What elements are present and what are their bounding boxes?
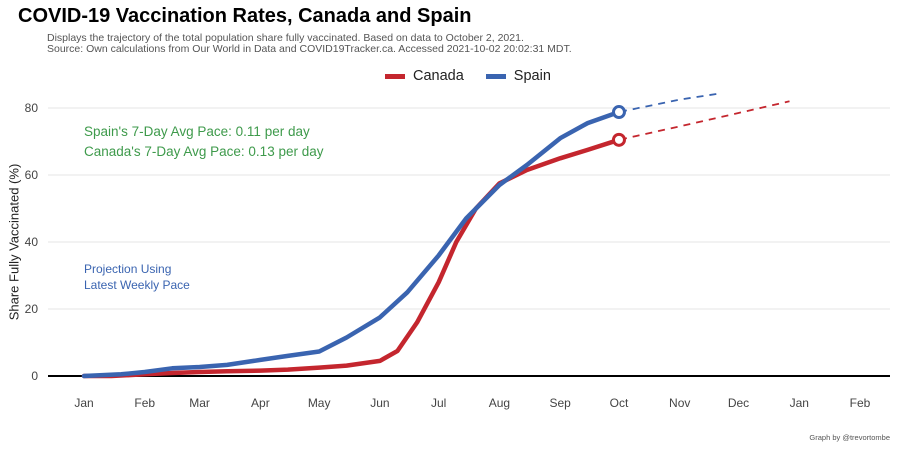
y-tick-label-80: 80 bbox=[25, 101, 39, 115]
legend-item-spain: Spain bbox=[485, 68, 551, 84]
x-tick-label-13: Feb bbox=[850, 396, 871, 410]
x-tick-label-3: Apr bbox=[251, 396, 270, 410]
y-tick-label-40: 40 bbox=[25, 235, 39, 249]
chart-subtitle: Displays the trajectory of the total pop… bbox=[47, 33, 572, 55]
x-tick-label-5: Jun bbox=[370, 396, 389, 410]
x-tick-label-4: May bbox=[308, 396, 331, 410]
y-tick-label-20: 20 bbox=[25, 302, 39, 316]
x-tick-label-1: Feb bbox=[134, 396, 155, 410]
x-tick-label-10: Nov bbox=[669, 396, 690, 410]
x-tick-label-6: Jul bbox=[431, 396, 446, 410]
chart-title: COVID-19 Vaccination Rates, Canada and S… bbox=[18, 5, 472, 27]
subtitle-line-1: Displays the trajectory of the total pop… bbox=[47, 32, 524, 44]
spain-pace-annotation: Spain's 7-Day Avg Pace: 0.11 per day bbox=[84, 124, 310, 139]
legend-swatch-canada bbox=[385, 73, 405, 79]
legend-label-canada: Canada bbox=[413, 68, 464, 84]
x-tick-label-8: Sep bbox=[550, 396, 572, 410]
endpoint-marker-spain bbox=[611, 105, 626, 120]
credit-text: Graph by @trevortombe bbox=[809, 433, 890, 442]
projection-annotation-line-1: Projection Using bbox=[84, 262, 172, 276]
projection-line-canada bbox=[618, 100, 790, 141]
subtitle-line-2: Source: Own calculations from Our World … bbox=[47, 43, 572, 55]
y-tick-label-0: 0 bbox=[31, 369, 38, 383]
x-tick-label-2: Mar bbox=[189, 396, 210, 410]
x-tick-label-9: Oct bbox=[610, 396, 629, 410]
legend-label-spain: Spain bbox=[513, 68, 551, 84]
canada-pace-annotation: Canada's 7-Day Avg Pace: 0.13 per day bbox=[84, 144, 324, 159]
x-tick-label-7: Aug bbox=[489, 396, 510, 410]
legend: Canada Spain bbox=[385, 68, 551, 84]
series-line-spain bbox=[81, 109, 622, 379]
x-tick-label-0: Jan bbox=[74, 396, 93, 410]
projection-annotation: Projection Using Latest Weekly Pace bbox=[84, 261, 190, 293]
y-tick-label-60: 60 bbox=[25, 168, 39, 182]
series-line-canada bbox=[81, 137, 622, 379]
x-tick-label-11: Dec bbox=[728, 396, 749, 410]
projection-line-spain bbox=[618, 93, 718, 113]
legend-swatch-spain bbox=[485, 73, 506, 79]
projection-annotation-line-2: Latest Weekly Pace bbox=[84, 278, 190, 292]
x-tick-label-12: Jan bbox=[790, 396, 809, 410]
endpoint-marker-canada bbox=[611, 132, 626, 147]
legend-item-canada: Canada bbox=[385, 68, 464, 84]
